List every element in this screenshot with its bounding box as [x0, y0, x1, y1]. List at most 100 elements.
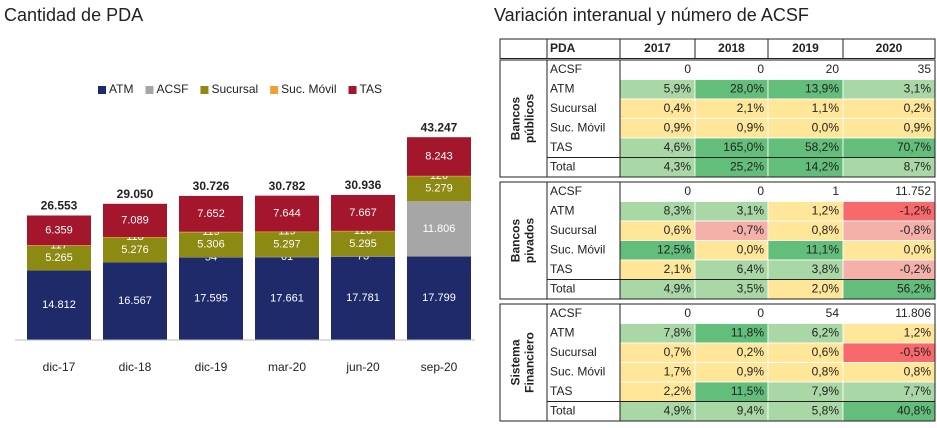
total-label: 29.050 [117, 187, 154, 201]
row-label: Suc. Móvil [550, 120, 605, 134]
row-label: Suc. Móvil [550, 242, 605, 256]
row-label: Sucursal [550, 345, 597, 359]
bar-segment [179, 257, 243, 340]
cell-value: 0,4% [664, 101, 692, 115]
cell-value: 0,8% [812, 364, 840, 378]
data-label: 5.306 [197, 239, 225, 251]
cell-value: 0,6% [664, 223, 692, 237]
bar-segment [27, 215, 91, 246]
bar-segment [255, 257, 319, 340]
bar-segment [331, 231, 395, 257]
cell-value: -0,8% [900, 223, 932, 237]
row-label: ACSF [550, 62, 582, 76]
row-label: Total [550, 281, 575, 295]
cell-value: 2,1% [664, 262, 692, 276]
cell-value: 14,2% [805, 159, 839, 173]
bar-segment [27, 245, 91, 271]
data-label: 17.781 [346, 292, 380, 304]
cell-value: 7,7% [904, 384, 932, 398]
total-label: 26.553 [41, 199, 78, 213]
data-label: 7.089 [121, 214, 149, 226]
cell-value: 11,1% [806, 242, 839, 256]
cell-value: 2,1% [737, 101, 765, 115]
x-tick-label: jun-20 [345, 360, 380, 374]
chart-title: Cantidad de PDA [4, 5, 143, 25]
legend-swatch [200, 86, 209, 94]
cell-value: 0 [684, 62, 691, 76]
group-label: Sistema [509, 339, 523, 385]
cell-value: 0,0% [812, 120, 840, 134]
cell-value: 3,1% [904, 81, 932, 95]
cell-value: -1,2% [900, 203, 932, 217]
x-tick-label: dic-19 [195, 360, 228, 374]
cell-value: 11,5% [731, 384, 764, 398]
total-label: 30.936 [345, 178, 382, 192]
legend-label: ACSF [156, 82, 188, 96]
cell-value: 40,8% [897, 403, 931, 417]
cell-value: 0,0% [904, 242, 932, 256]
x-tick-label: sep-20 [421, 360, 458, 374]
row-label: Suc. Móvil [550, 364, 605, 378]
row-label: TAS [550, 262, 572, 276]
cell-value: 35 [918, 62, 932, 76]
cell-value: 11.806 [895, 306, 931, 320]
cell-value: 0,2% [737, 345, 765, 359]
data-label: 17.661 [270, 293, 304, 305]
row-label: Total [550, 403, 575, 417]
group-box [499, 59, 936, 178]
total-label: 30.726 [193, 179, 230, 193]
cell-value: 6,2% [812, 325, 840, 339]
data-label: 17.595 [194, 293, 228, 305]
row-label: ATM [550, 325, 574, 339]
data-label: 5.297 [273, 238, 301, 250]
group-box [499, 303, 936, 422]
bar-segment [179, 195, 243, 232]
data-label: 5.265 [45, 252, 73, 264]
group-box [499, 181, 936, 300]
cell-value: 0,9% [737, 364, 765, 378]
cell-value: -0,7% [733, 223, 765, 237]
cell-value: 0 [757, 306, 764, 320]
row-label: ATM [550, 81, 574, 95]
row-label: TAS [550, 140, 572, 154]
bar-segment [331, 256, 395, 340]
legend-label: ATM [109, 82, 133, 96]
cell-value: 0,0% [737, 242, 765, 256]
cell-value: 1,7% [664, 364, 692, 378]
group-label: Financiero [523, 332, 537, 393]
data-label: 14.812 [42, 299, 76, 311]
bar-segment [255, 195, 319, 232]
x-tick-label: dic-17 [43, 360, 76, 374]
legend-label: Sucursal [211, 82, 258, 96]
cell-value: 5,9% [664, 81, 692, 95]
cell-value: 3,8% [812, 262, 840, 276]
bar-segment [103, 237, 167, 238]
cell-value: 0 [757, 184, 764, 198]
data-label: 7.667 [349, 207, 377, 219]
bar-segment [179, 232, 243, 258]
cell-value: 0 [684, 306, 691, 320]
bar-segment [179, 231, 243, 233]
cell-value: 4,3% [664, 159, 692, 173]
row-label: TAS [550, 384, 572, 398]
cell-value: 1,2% [904, 325, 932, 339]
cell-value: 4,6% [664, 140, 692, 154]
cell-value: 165,0% [723, 140, 764, 154]
cell-value: 0,9% [737, 120, 765, 134]
cell-value: 4,9% [664, 281, 692, 295]
group-label: Bancos [509, 97, 523, 141]
cell-value: 11.752 [895, 184, 931, 198]
cell-value: 54 [826, 306, 840, 320]
cell-value: 70,7% [897, 140, 931, 154]
cell-value: 8,7% [904, 159, 932, 173]
cell-value: 2,0% [812, 281, 840, 295]
data-label: 11.806 [423, 223, 456, 235]
header-cell: 2020 [876, 41, 903, 55]
bar-segment [103, 203, 167, 238]
header-cell: PDA [550, 41, 576, 55]
legend-swatch [348, 86, 357, 94]
cell-value: 0,7% [664, 345, 692, 359]
row-label: ATM [550, 203, 574, 217]
cell-value: 3,5% [737, 281, 765, 295]
